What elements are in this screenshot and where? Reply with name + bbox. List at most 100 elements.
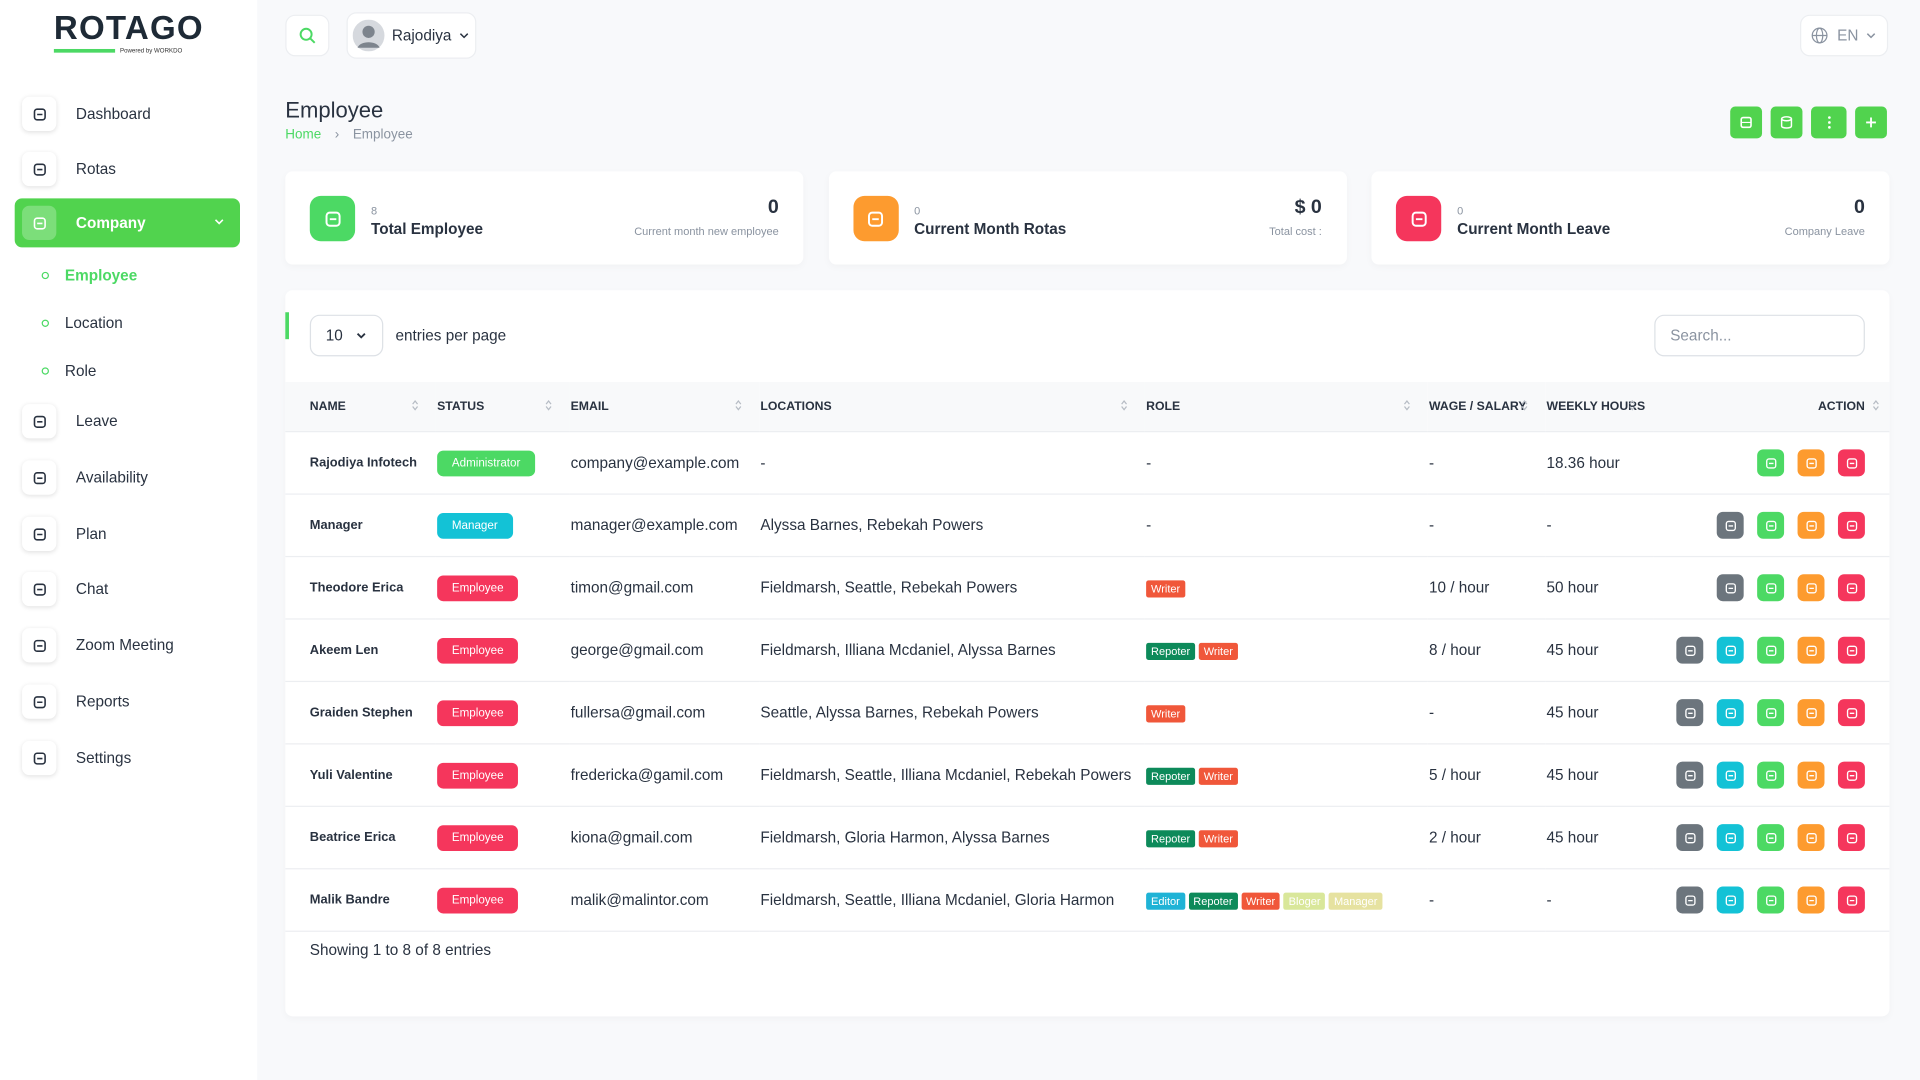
menu-item[interactable]: Rotas (15, 144, 240, 193)
avatar (352, 19, 385, 52)
action-button[interactable] (1797, 699, 1825, 727)
action-button[interactable] (1837, 574, 1865, 602)
menu-icon (22, 740, 57, 776)
table-row: Rajodiya Infotech Administrator company@ex… (285, 431, 1890, 495)
action-button[interactable] (1757, 636, 1785, 664)
sort-icon (1872, 400, 1879, 411)
column-header[interactable]: STATUS (435, 382, 570, 433)
stat-label: Current Month Rotas (914, 220, 1067, 238)
action-button[interactable] (1757, 886, 1785, 914)
action-button[interactable] (1757, 511, 1785, 539)
sort-indicator (1120, 399, 1128, 415)
table-row: Theodore Erica Employee timon@gmail.com Fie… (285, 556, 1890, 620)
action-button[interactable] (1797, 761, 1825, 789)
page-size-select[interactable]: 10 (309, 314, 384, 357)
menu-item[interactable]: Company (14, 198, 241, 248)
role-badge: Writer (1198, 767, 1238, 785)
icon (1805, 457, 1817, 469)
column-header[interactable]: ROLE (1144, 382, 1428, 433)
icon (1765, 894, 1776, 906)
page-title: Employee (285, 97, 384, 123)
action-button[interactable] (1757, 574, 1785, 602)
icon (1846, 520, 1857, 531)
icon (33, 216, 46, 229)
sort-icon (1521, 400, 1528, 411)
action-button[interactable] (1676, 761, 1704, 789)
action-button[interactable] (1757, 449, 1785, 477)
actions (1653, 618, 1890, 683)
user-menu[interactable]: Rajodiya (346, 12, 477, 59)
action-button[interactable] (1716, 699, 1744, 727)
menu-item[interactable]: Chat (15, 564, 240, 613)
action-button[interactable] (1837, 699, 1865, 727)
icon (1765, 707, 1776, 718)
column-title: WAGE / SALARY (1428, 399, 1527, 414)
menu-label: Leave (75, 412, 118, 430)
action-button[interactable] (1757, 761, 1785, 789)
action-button[interactable] (1837, 824, 1865, 852)
icon (1725, 832, 1736, 843)
action-button[interactable] (1797, 886, 1825, 914)
action-button[interactable] (1716, 824, 1744, 852)
employee-name: Graiden Stephen (285, 681, 436, 745)
action-button[interactable] (1837, 449, 1865, 477)
column-header[interactable]: WEEKLY HOURS (1545, 382, 1654, 433)
menu-item[interactable]: Availability (15, 453, 240, 502)
menu-item[interactable]: Settings (15, 733, 240, 782)
action-button[interactable] (1757, 699, 1785, 727)
column-header[interactable]: NAME (285, 382, 436, 433)
action-button[interactable] (1676, 699, 1704, 727)
action-button[interactable] (1797, 824, 1825, 852)
menu-item[interactable]: Plan (15, 509, 240, 558)
action-button[interactable] (1837, 511, 1865, 539)
action-button[interactable] (1837, 886, 1865, 914)
action-button[interactable] (1837, 636, 1865, 664)
action-button[interactable] (1797, 449, 1825, 477)
column-header[interactable]: ACTION (1653, 382, 1890, 433)
import-button[interactable] (1770, 106, 1803, 139)
action-button[interactable] (1716, 636, 1744, 664)
action-button[interactable] (1716, 574, 1744, 602)
action-button[interactable] (1716, 511, 1744, 539)
add-button[interactable] (1855, 106, 1887, 139)
action-button[interactable] (1797, 636, 1825, 664)
menu-label: Company (75, 214, 146, 232)
menu-item[interactable]: Leave (15, 397, 240, 446)
chevron (459, 33, 468, 39)
sort-icon (1121, 400, 1128, 411)
action-button[interactable] (1676, 886, 1704, 914)
action-button[interactable] (1757, 824, 1785, 852)
role-badge: Writer (1146, 704, 1186, 722)
role-badge: Editor (1146, 892, 1185, 910)
submenu-item[interactable]: Role (42, 362, 96, 379)
menu-item[interactable]: Zoom Meeting (15, 621, 240, 670)
action-button[interactable] (1797, 574, 1825, 602)
language-menu[interactable]: EN (1800, 14, 1889, 57)
wage: - (1427, 868, 1546, 932)
locations: Fieldmarsh, Illiana Mcdaniel, Alyssa Bar… (759, 618, 1145, 683)
menu-item[interactable]: Dashboard (15, 89, 240, 138)
locations: Fieldmarsh, Seattle, Rebekah Powers (759, 556, 1145, 620)
menu-item[interactable]: Reports (15, 677, 240, 726)
chevron (1866, 33, 1875, 39)
action-button[interactable] (1716, 886, 1744, 914)
column-header[interactable]: LOCATIONS (759, 382, 1145, 433)
export-button[interactable] (1730, 106, 1763, 139)
submenu-item[interactable]: Location (42, 315, 123, 332)
column-header[interactable]: WAGE / SALARY (1427, 382, 1546, 433)
submenu-item[interactable]: Employee (42, 267, 137, 284)
search-input[interactable]: Search... (1654, 314, 1865, 357)
action-button[interactable] (1837, 761, 1865, 789)
action-button[interactable] (1676, 824, 1704, 852)
more-button[interactable] (1811, 106, 1847, 139)
search-button[interactable] (285, 14, 330, 57)
action-button[interactable] (1716, 761, 1744, 789)
locations: Seattle, Alyssa Barnes, Rebekah Powers (759, 681, 1145, 745)
action-button[interactable] (1797, 511, 1825, 539)
action-button[interactable] (1676, 636, 1704, 664)
menu-icon (22, 684, 57, 719)
breadcrumb-link[interactable]: Home (285, 127, 322, 143)
brand-name: ROTAGO (53, 9, 204, 47)
column-header[interactable]: EMAIL (569, 382, 760, 433)
